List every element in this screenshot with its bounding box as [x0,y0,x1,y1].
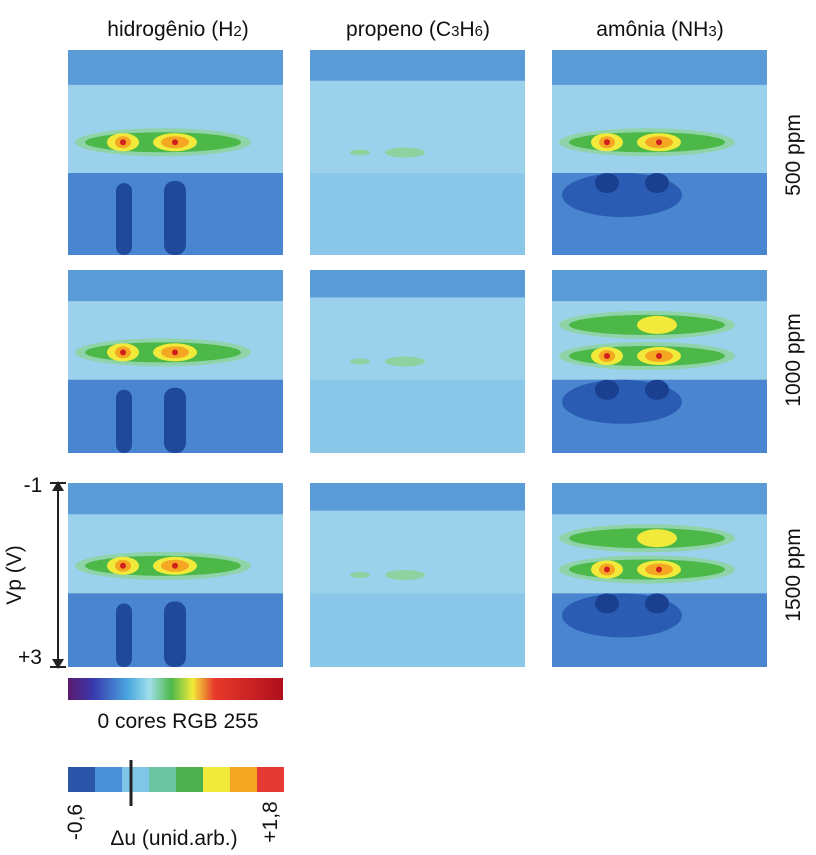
map-peak [120,139,126,145]
map-spot [350,150,370,156]
map-spot [350,572,370,578]
panel-grid [68,50,767,667]
map-blob [595,173,619,193]
sensor-map [310,270,525,453]
map-band [310,270,525,297]
du-colorbar [68,767,284,792]
map-peak [656,139,662,145]
sensor-map [552,483,767,667]
axis-top: -1 [24,474,43,497]
map-blob [645,173,669,193]
map-peak [172,349,178,355]
column-header: amônia (NH3) [596,18,723,41]
map-spot [637,316,677,334]
sensor-map [68,270,283,453]
du-swatch [149,767,176,792]
map-peak [604,139,610,145]
map-blob [645,380,669,400]
row-label: 1000 ppm [782,313,805,406]
rgb-colorbar [68,678,283,700]
map-noise [310,380,525,453]
map-band [310,50,525,81]
map-spot [385,148,425,158]
sensor-map [68,50,283,255]
column-header: propeno (C3H6) [346,18,490,41]
map-blob [116,603,132,667]
map-peak [604,353,610,359]
map-spot [385,570,425,580]
map-spot [637,529,677,547]
map-peak [656,353,662,359]
map-blob [164,601,186,667]
du-swatch [257,767,284,792]
column-header: hidrogênio (H2) [107,18,248,41]
map-spot [350,359,370,365]
map-band [310,85,525,173]
axis-bottom: +3 [18,646,42,669]
map-blob [645,593,669,613]
sensor-map [552,270,767,453]
du-swatch [230,767,257,792]
du-max: +1,8 [259,801,282,842]
du-min: -0,6 [64,804,87,840]
row-label: 500 ppm [782,114,805,196]
map-noise [310,173,525,255]
du-swatch [95,767,122,792]
map-blob [116,390,132,453]
du-swatch [176,767,203,792]
figure: hidrogênio (H2) propeno (C3H6) amônia (N… [0,0,816,855]
map-blob [116,183,132,255]
sensor-map [68,483,283,667]
map-blob [164,388,186,453]
rgb-scale-label: 0 cores RGB 255 [97,710,258,733]
map-peak [604,566,610,572]
du-swatch [203,767,230,792]
map-peak [656,566,662,572]
map-noise [310,593,525,667]
map-band [310,301,525,380]
map-peak [172,563,178,569]
map-band [310,483,525,511]
map-blob [595,593,619,613]
row-label: 1500 ppm [782,528,805,621]
map-peak [172,139,178,145]
du-swatch [68,767,95,792]
du-label: Δu (unid.arb.) [110,827,237,850]
map-band [310,514,525,593]
map-peak [120,349,126,355]
sensor-map [552,50,767,255]
map-spot [385,357,425,367]
sensor-map [310,483,525,667]
map-blob [595,380,619,400]
axis-label: Vp (V) [3,545,26,605]
map-blob [164,181,186,255]
sensor-map [310,50,525,255]
map-peak [120,563,126,569]
du-swatch [122,767,149,792]
